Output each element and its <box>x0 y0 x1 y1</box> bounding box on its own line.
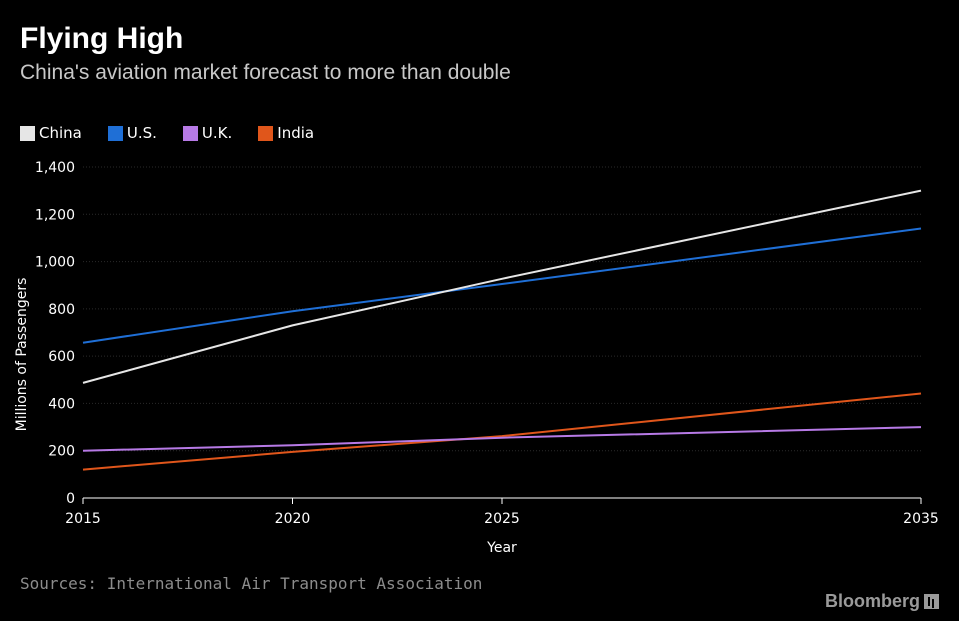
series-line-us <box>82 227 922 344</box>
legend-swatch-uk <box>182 125 198 141</box>
chart-subtitle: China's aviation market forecast to more… <box>20 61 511 84</box>
y-tick-label: 1,400 <box>35 160 75 176</box>
y-axis-tick-labels: 0 200 400 600 800 1,000 1,200 1,400 <box>35 160 75 507</box>
legend-item-uk: U.K. <box>182 124 233 142</box>
legend-swatch-china <box>20 125 35 141</box>
y-tick-label: 0 <box>66 491 75 507</box>
series-line-india <box>82 392 922 471</box>
legend-label-uk: U.K. <box>201 124 233 142</box>
legend-swatch-us <box>107 125 123 141</box>
series-line-china <box>82 189 922 384</box>
series-lines <box>82 189 922 471</box>
x-tick-label: 2015 <box>65 511 101 527</box>
y-tick-label: 400 <box>48 396 75 412</box>
bloomberg-terminal-icon <box>924 594 939 609</box>
legend-label-china: China <box>39 124 82 142</box>
x-axis-title: Year <box>486 540 517 556</box>
y-tick-label: 200 <box>48 444 75 460</box>
y-tick-label: 600 <box>48 349 75 365</box>
legend-label-india: India <box>277 124 315 142</box>
x-tick-label: 2035 <box>903 511 939 527</box>
brand-name: Bloomberg <box>824 591 920 611</box>
gridlines <box>83 166 921 452</box>
x-tick-label: 2020 <box>275 511 311 527</box>
legend-label-us: U.S. <box>126 124 157 142</box>
legend-item-india: India <box>258 124 314 142</box>
y-tick-label: 800 <box>48 302 75 318</box>
bloomberg-logo: Bloomberg <box>825 591 939 612</box>
x-tick-label: 2025 <box>484 511 520 527</box>
legend: China U.S. U.K. India <box>20 124 340 142</box>
source-note: Sources: International Air Transport Ass… <box>20 574 483 593</box>
legend-item-us: U.S. <box>107 124 157 142</box>
chart-title: Flying High <box>20 22 184 55</box>
y-tick-label: 1,000 <box>35 255 75 271</box>
y-axis-title: Millions of Passengers <box>14 278 30 432</box>
series-line-uk <box>82 426 922 452</box>
legend-swatch-india <box>258 125 274 141</box>
y-tick-label: 1,200 <box>35 207 75 223</box>
x-axis-tick-labels: 2015 2020 2025 2035 <box>65 498 939 527</box>
legend-item-china: China <box>20 124 82 142</box>
